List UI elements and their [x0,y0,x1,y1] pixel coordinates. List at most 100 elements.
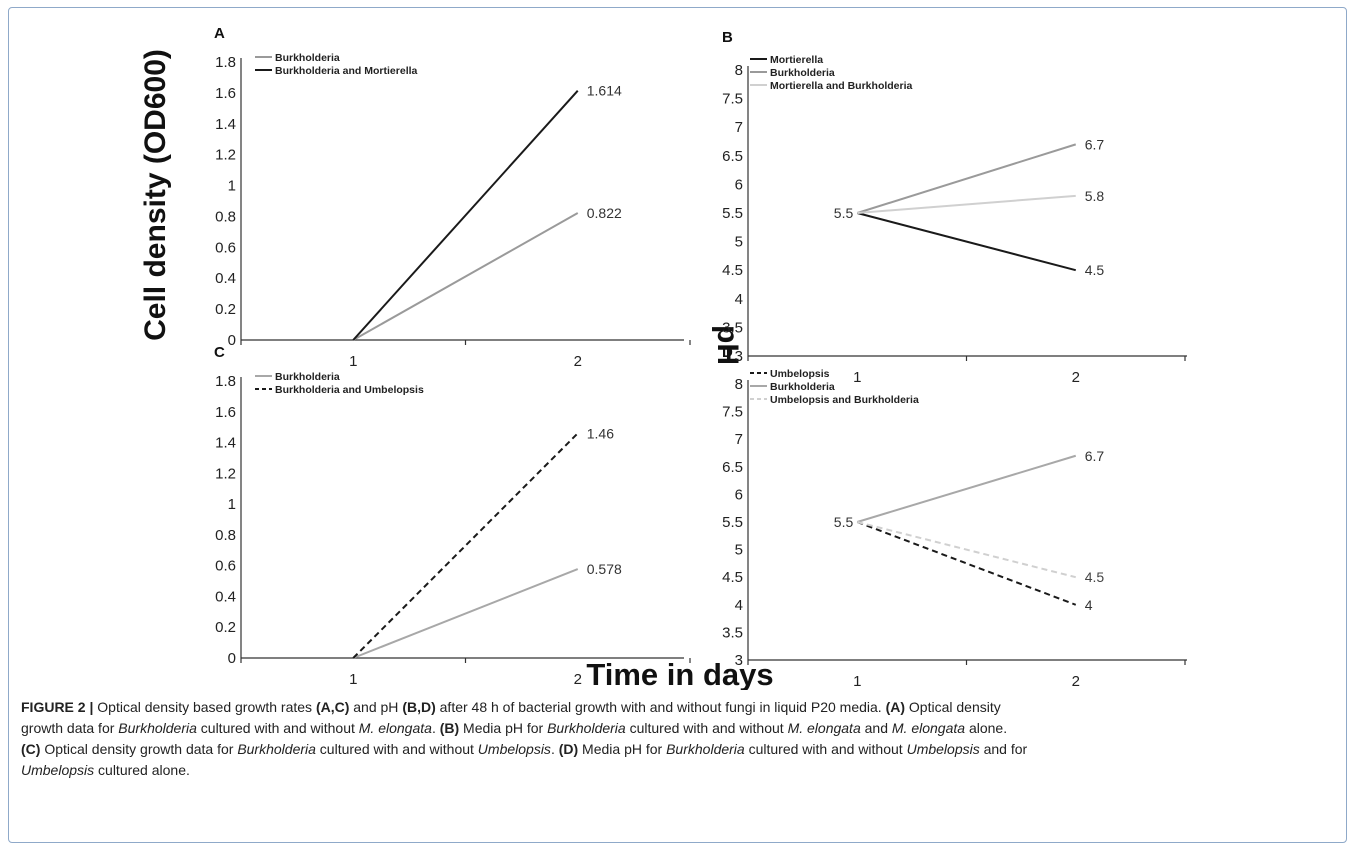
y-tick-label: 7 [735,431,743,448]
caption-line-1: FIGURE 2 | Optical density based growth … [21,699,1001,715]
legend-label: Burkholderia [275,52,340,64]
legend-label: Umbelopsis and Burkholderia [770,394,919,406]
legend-label: Burkholderia and Mortierella [275,65,418,77]
series-line-1 [856,212,1077,272]
panel-label-d: D [722,344,733,361]
y-tick-label: 4 [735,597,743,614]
x-tick-label: 2 [574,353,582,370]
y-tick-label: 0.4 [215,588,236,605]
y-tick-label: 7.5 [722,404,743,421]
y-tick-label: 0.2 [215,619,236,636]
y-tick-label: 5 [735,542,743,559]
data-label: 0.578 [587,561,622,577]
y-tick-label: 4 [735,291,743,308]
x-tick-label: 2 [1072,369,1080,386]
y-tick-label: 1.4 [215,116,236,133]
x-tick-label: 1 [349,671,357,688]
y-tick-label: 4.5 [722,262,743,279]
series-line-2 [352,90,579,341]
series-line-1 [856,521,1077,606]
data-label: 4.5 [1085,569,1105,585]
y-tick-label: 1.8 [215,373,236,390]
legend-label: Burkholderia [770,67,835,79]
legend-label: Burkholderia [275,371,340,383]
y-tick-label: 1.6 [215,85,236,102]
y-tick-label: 8 [735,62,743,79]
y-tick-label: 3 [735,348,743,365]
y-tick-label: 8 [735,376,743,393]
y-tick-label: 6.5 [722,459,743,476]
y-axis-label-cell-density: Cell density (OD600) [139,49,172,341]
figure-frame [8,7,1347,843]
y-tick-label: 7.5 [722,91,743,108]
y-tick-label: 5 [735,234,743,251]
y-tick-label: 1.6 [215,404,236,421]
y-tick-label: 0.8 [215,208,236,225]
start-data-label: 5.5 [834,205,854,221]
y-tick-label: 0.6 [215,558,236,575]
y-tick-label: 3 [735,652,743,669]
y-tick-label: 1 [228,496,236,513]
y-axis-label-ph: pH [711,325,744,365]
series-line-2 [352,432,579,659]
x-tick-label: 2 [1072,673,1080,690]
y-tick-label: 3.5 [722,624,743,641]
x-tick-label: 1 [349,353,357,370]
legend-label: Mortierella and Burkholderia [770,80,913,92]
y-tick-label: 1.2 [215,465,236,482]
caption-line-3: (C) Optical density growth data for Burk… [21,741,1028,757]
panel-label-c: C [214,344,225,361]
y-tick-label: 6.5 [722,148,743,165]
series-line-3 [857,194,1076,214]
legend-label: Burkholderia [770,381,835,393]
caption-line-2: growth data for Burkholderia cultured wi… [21,720,1008,736]
y-tick-label: 1 [228,178,236,195]
y-tick-label: 0 [228,650,236,667]
start-data-label: 5.5 [834,514,854,530]
x-tick-label: 1 [853,369,861,386]
panel-a-chart: A 0 0.2 0.4 0.6 0.8 1 1.2 1.4 1.6 1.8 1 2 0.822 1.614 B… [214,25,691,370]
y-tick-label: 0.6 [215,239,236,256]
data-label: 4.5 [1085,262,1105,278]
panel-label-b: B [722,29,733,46]
x-tick-label: 1 [853,673,861,690]
panel-label-a: A [214,25,225,42]
y-tick-label: 5.5 [722,514,743,531]
panel-d-chart: D33.544.555.566.577.581 246.74.55.5Umbelo… [722,344,1187,690]
panel-c-chart: C 0 0.2 0.4 0.6 0.8 1 1.2 1.4 1.6 1.8 1 2 0.578 1.46 Bu… [214,344,691,688]
caption-line-4: Umbelopsis cultured alone. [21,762,190,778]
y-tick-label: 0.8 [215,527,236,544]
y-tick-label: 4.5 [722,569,743,586]
y-tick-label: 1.4 [215,435,236,452]
legend-label: Mortierella [770,54,823,66]
y-tick-label: 6 [735,176,743,193]
series-line-1 [352,568,579,659]
series-line-2 [856,143,1077,214]
y-tick-label: 7 [735,119,743,136]
x-tick-label: 2 [574,671,582,688]
y-tick-label: 0.4 [215,270,236,287]
figure-svg: Cell density (OD600) pH Time in days A 0 0… [139,25,1187,690]
data-label: 1.614 [587,83,622,99]
y-tick-label: 0.2 [215,301,236,318]
series-line-3 [857,521,1076,579]
series-line-1 [352,212,579,341]
y-tick-label: 6 [735,486,743,503]
data-label: 5.8 [1085,188,1105,204]
y-tick-label: 0 [228,332,236,349]
figure-caption: FIGURE 2 | Optical density based growth … [21,697,1339,781]
data-label: 6.7 [1085,136,1105,152]
series-line-2 [856,454,1077,523]
legend-label: Burkholderia and Umbelopsis [275,384,424,396]
data-label: 0.822 [587,205,622,221]
panel-b-chart: B 3 3.5 4 4.5 5 5.5 6 6.5 7 7.5 8 1 2 4.5 6.7 5.8 5.5 Mort… [722,29,1187,386]
legend-label: Umbelopsis [770,368,830,380]
y-tick-label: 3.5 [722,319,743,336]
y-tick-label: 1.8 [215,54,236,71]
y-tick-label: 1.2 [215,147,236,164]
x-axis-label-time: Time in days [586,657,773,690]
y-tick-label: 5.5 [722,205,743,222]
data-label: 4 [1085,597,1093,613]
data-label: 6.7 [1085,448,1105,464]
data-label: 1.46 [587,425,614,441]
